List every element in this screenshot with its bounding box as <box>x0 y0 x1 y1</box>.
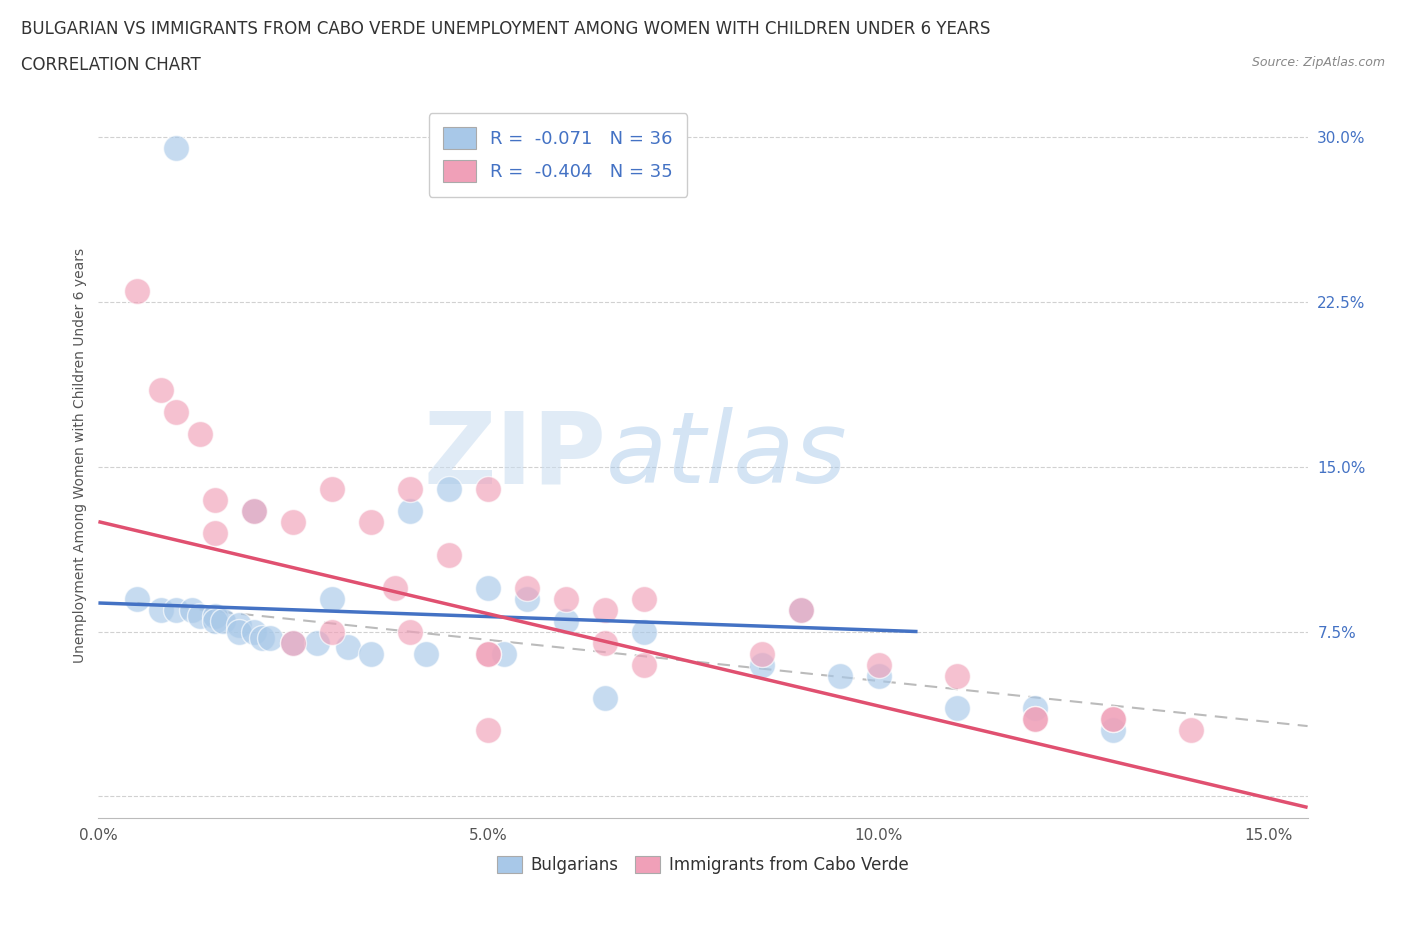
Point <box>165 140 187 155</box>
Point <box>751 646 773 661</box>
Point <box>595 690 617 705</box>
Point <box>555 591 578 606</box>
Text: BULGARIAN VS IMMIGRANTS FROM CABO VERDE UNEMPLOYMENT AMONG WOMEN WITH CHILDREN U: BULGARIAN VS IMMIGRANTS FROM CABO VERDE … <box>21 20 990 38</box>
Point <box>188 426 211 441</box>
Point <box>283 514 305 529</box>
Point <box>595 635 617 650</box>
Point <box>477 580 499 595</box>
Point <box>212 613 235 628</box>
Point <box>1101 712 1123 727</box>
Point <box>384 580 406 595</box>
Point <box>828 668 851 683</box>
Point <box>259 631 281 645</box>
Point <box>494 646 516 661</box>
Point <box>283 635 305 650</box>
Point <box>321 591 343 606</box>
Point <box>1024 701 1046 716</box>
Point <box>1024 712 1046 727</box>
Point <box>127 591 149 606</box>
Point <box>789 602 811 617</box>
Point <box>181 602 204 617</box>
Text: Source: ZipAtlas.com: Source: ZipAtlas.com <box>1251 56 1385 69</box>
Point <box>127 284 149 299</box>
Point <box>1180 723 1202 737</box>
Point <box>243 624 266 639</box>
Y-axis label: Unemployment Among Women with Children Under 6 years: Unemployment Among Women with Children U… <box>73 248 87 663</box>
Point <box>516 591 538 606</box>
Point <box>243 503 266 518</box>
Text: atlas: atlas <box>606 407 848 504</box>
Point <box>188 609 211 624</box>
Point <box>477 481 499 496</box>
Point <box>1024 712 1046 727</box>
Point <box>633 591 655 606</box>
Point <box>751 658 773 672</box>
Point <box>1101 712 1123 727</box>
Point <box>399 503 422 518</box>
Point <box>204 492 226 507</box>
Point <box>204 525 226 540</box>
Point <box>228 618 250 632</box>
Point <box>165 602 187 617</box>
Point <box>868 658 890 672</box>
Point <box>595 602 617 617</box>
Text: ZIP: ZIP <box>423 407 606 504</box>
Point <box>305 635 328 650</box>
Point <box>360 646 382 661</box>
Point <box>252 631 274 645</box>
Legend: Bulgarians, Immigrants from Cabo Verde: Bulgarians, Immigrants from Cabo Verde <box>489 848 917 883</box>
Point <box>516 580 538 595</box>
Point <box>360 514 382 529</box>
Point <box>399 624 422 639</box>
Point <box>337 640 360 655</box>
Point <box>283 635 305 650</box>
Point <box>477 646 499 661</box>
Point <box>439 547 461 562</box>
Point <box>149 602 172 617</box>
Point <box>415 646 437 661</box>
Point <box>1101 723 1123 737</box>
Point <box>165 405 187 419</box>
Point <box>477 723 499 737</box>
Point <box>399 481 422 496</box>
Point <box>789 602 811 617</box>
Point <box>868 668 890 683</box>
Point <box>204 609 226 624</box>
Point <box>149 382 172 397</box>
Point <box>945 701 967 716</box>
Point <box>228 624 250 639</box>
Point <box>439 481 461 496</box>
Point <box>633 658 655 672</box>
Point <box>945 668 967 683</box>
Point <box>321 481 343 496</box>
Text: CORRELATION CHART: CORRELATION CHART <box>21 56 201 73</box>
Point <box>243 503 266 518</box>
Point <box>321 624 343 639</box>
Point <box>204 613 226 628</box>
Point <box>477 646 499 661</box>
Point <box>555 613 578 628</box>
Point <box>633 624 655 639</box>
